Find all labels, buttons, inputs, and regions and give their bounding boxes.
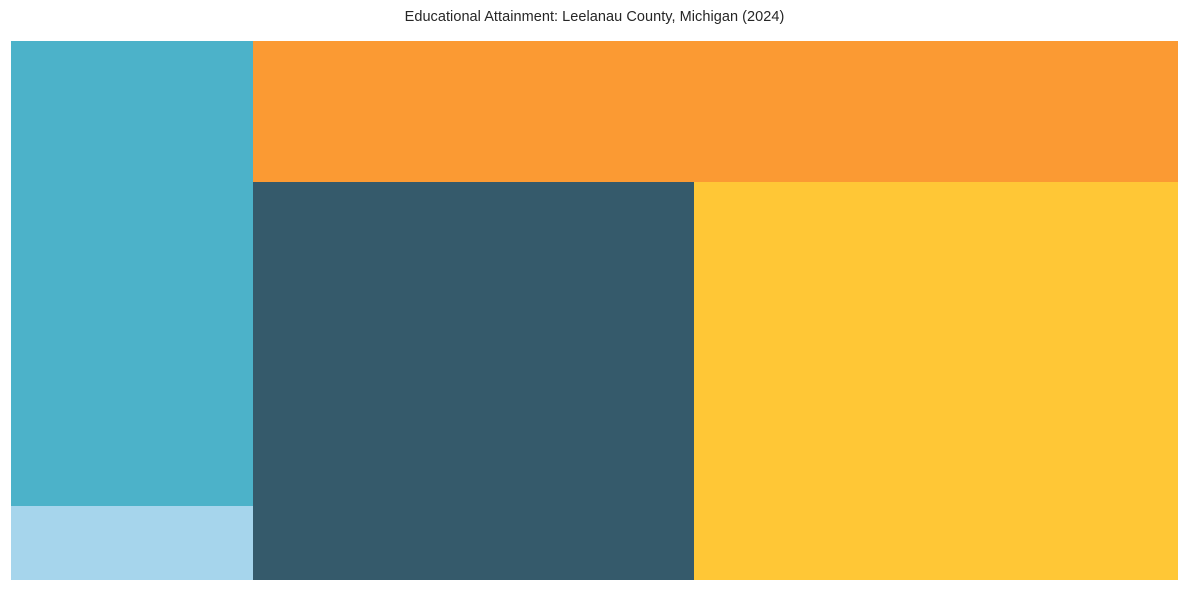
tile-less-than-high-school[interactable]: Less than high school diploma2.8 [11,506,253,580]
tile-high-school-graduate[interactable]: High school graduate (includes equivalen… [11,41,253,506]
treemap-plot-area: High school graduate (includes equivalen… [11,41,1178,580]
chart-title: Educational Attainment: Leelanau County,… [404,9,785,25]
tile-bachelors-degree[interactable]: Bachelor's degree30.6 [694,182,1178,580]
tile-some-college-associate[interactable]: Some college or associate's degree27.9 [253,182,694,580]
tile-graduate-professional-degree[interactable]: Graduate or professional degree20.7 [253,41,1178,182]
